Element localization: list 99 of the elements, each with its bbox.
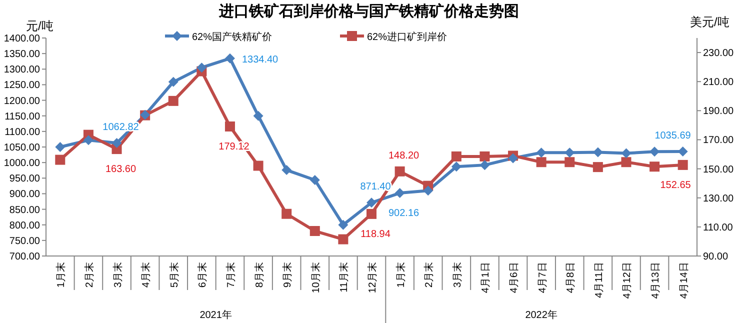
point [621,157,632,168]
x-tick-label: 2月末 [423,262,436,288]
point [224,53,235,64]
point [168,76,178,87]
y-tick-label: 1400.00 [4,34,40,44]
point [282,208,292,219]
x-tick-label: 10月末 [310,262,322,294]
point [451,162,462,172]
point [480,151,490,162]
data-label: 152.65 [660,180,692,191]
point [564,157,575,168]
point [282,165,292,176]
data-label: 148.20 [388,150,420,162]
x-tick-label: 4月7日 [537,262,548,294]
point [168,96,178,106]
y-tick-label: 1350.00 [4,49,40,60]
x-tick-label: 8月末 [253,262,266,288]
point [253,160,264,171]
y-tick-label: 1050.00 [4,142,40,154]
x-tick-label: 4月14日 [678,262,690,299]
x-tick-label: 4月6日 [509,262,520,294]
y-tick-label: 1200.00 [4,96,40,107]
x-tick-label: 4月13日 [650,262,662,299]
y-tick-label: 800.00 [9,220,40,232]
point [678,160,688,170]
data-label: 1035.69 [654,130,692,142]
x-tick-label: 11月末 [338,262,350,292]
point [310,175,320,186]
x-tick-label: 1月末 [55,262,68,288]
y-axis-title: 元/吨 [26,19,54,33]
x-tick-label: 9月末 [282,262,294,288]
y-tick-label: 900.00 [9,189,40,200]
y-tick-label: 1250.00 [4,80,40,92]
y2-tick-label: 90.00 [703,252,728,262]
data-label: 1334.40 [242,54,279,66]
point [536,157,546,168]
x-tick-label: 1月末 [394,262,407,288]
y-tick-label: 1000.00 [4,158,40,170]
point [621,148,632,158]
y-tick-label: 1300.00 [4,64,40,76]
point [310,226,320,236]
x-tick-label: 12月末 [366,262,378,294]
chart-title: 进口铁矿石到岸价格与国产铁精矿价格走势图 [218,2,519,20]
text: 2022年 [525,309,558,321]
point [83,135,94,146]
y2-tick-label: 110.00 [703,222,734,234]
point [536,148,546,158]
point [394,188,405,198]
y-tick-label: 1150.00 [4,111,40,122]
legend-label: 62%进口矿到岸价 [367,31,448,43]
x-tick-label: 4月11日 [594,262,605,298]
x-tick-label: 3月末 [451,262,464,288]
y2-axis-title: 美元/吨 [690,15,730,29]
point [650,162,660,172]
x-tick-label: 5月末 [168,262,180,288]
point [678,146,688,156]
point [196,62,207,73]
point [451,151,462,162]
y2-tick-label: 210.00 [703,77,734,88]
y-tick-label: 700.00 [9,252,40,262]
point [338,234,348,244]
y-tick-label: 750.00 [9,236,40,247]
point [592,162,603,172]
legend-label: 62%国产铁精矿价 [192,31,272,43]
point [508,153,518,164]
x-tick-label: 4月末 [140,262,152,288]
data-label: 118.94 [360,228,391,240]
point [112,138,122,148]
x-tick-label: 3月末 [112,262,124,288]
data-label: 163.60 [105,164,136,176]
x-tick-label: 4月8日 [566,262,577,294]
point [224,121,235,132]
x-tick-label: 2月末 [83,262,96,288]
y2-tick-label: 150.00 [703,164,734,176]
point [366,198,376,208]
point [564,148,575,158]
y2-tick-label: 130.00 [703,193,734,204]
text: 2021年 [200,309,232,321]
point [253,110,264,121]
x-tick-label: 7月末 [224,262,237,288]
y-tick-label: 950.00 [9,174,40,185]
y2-tick-label: 170.00 [703,135,734,146]
point [592,147,603,158]
y2-tick-label: 190.00 [703,106,734,118]
y-tick-label: 850.00 [9,204,40,216]
point [423,186,434,196]
data-label: 902.16 [388,208,420,220]
point [55,142,66,152]
point [394,166,405,176]
point [650,146,660,157]
point [480,160,490,170]
y2-tick-label: 230.00 [703,48,734,60]
x-tick-label: 4月12日 [622,262,634,299]
point [366,208,376,219]
point [55,154,66,165]
x-tick-label: 4月1日 [480,262,492,294]
y-tick-label: 1100.00 [4,126,40,138]
point [338,220,348,230]
x-tick-label: 6月末 [196,262,209,288]
